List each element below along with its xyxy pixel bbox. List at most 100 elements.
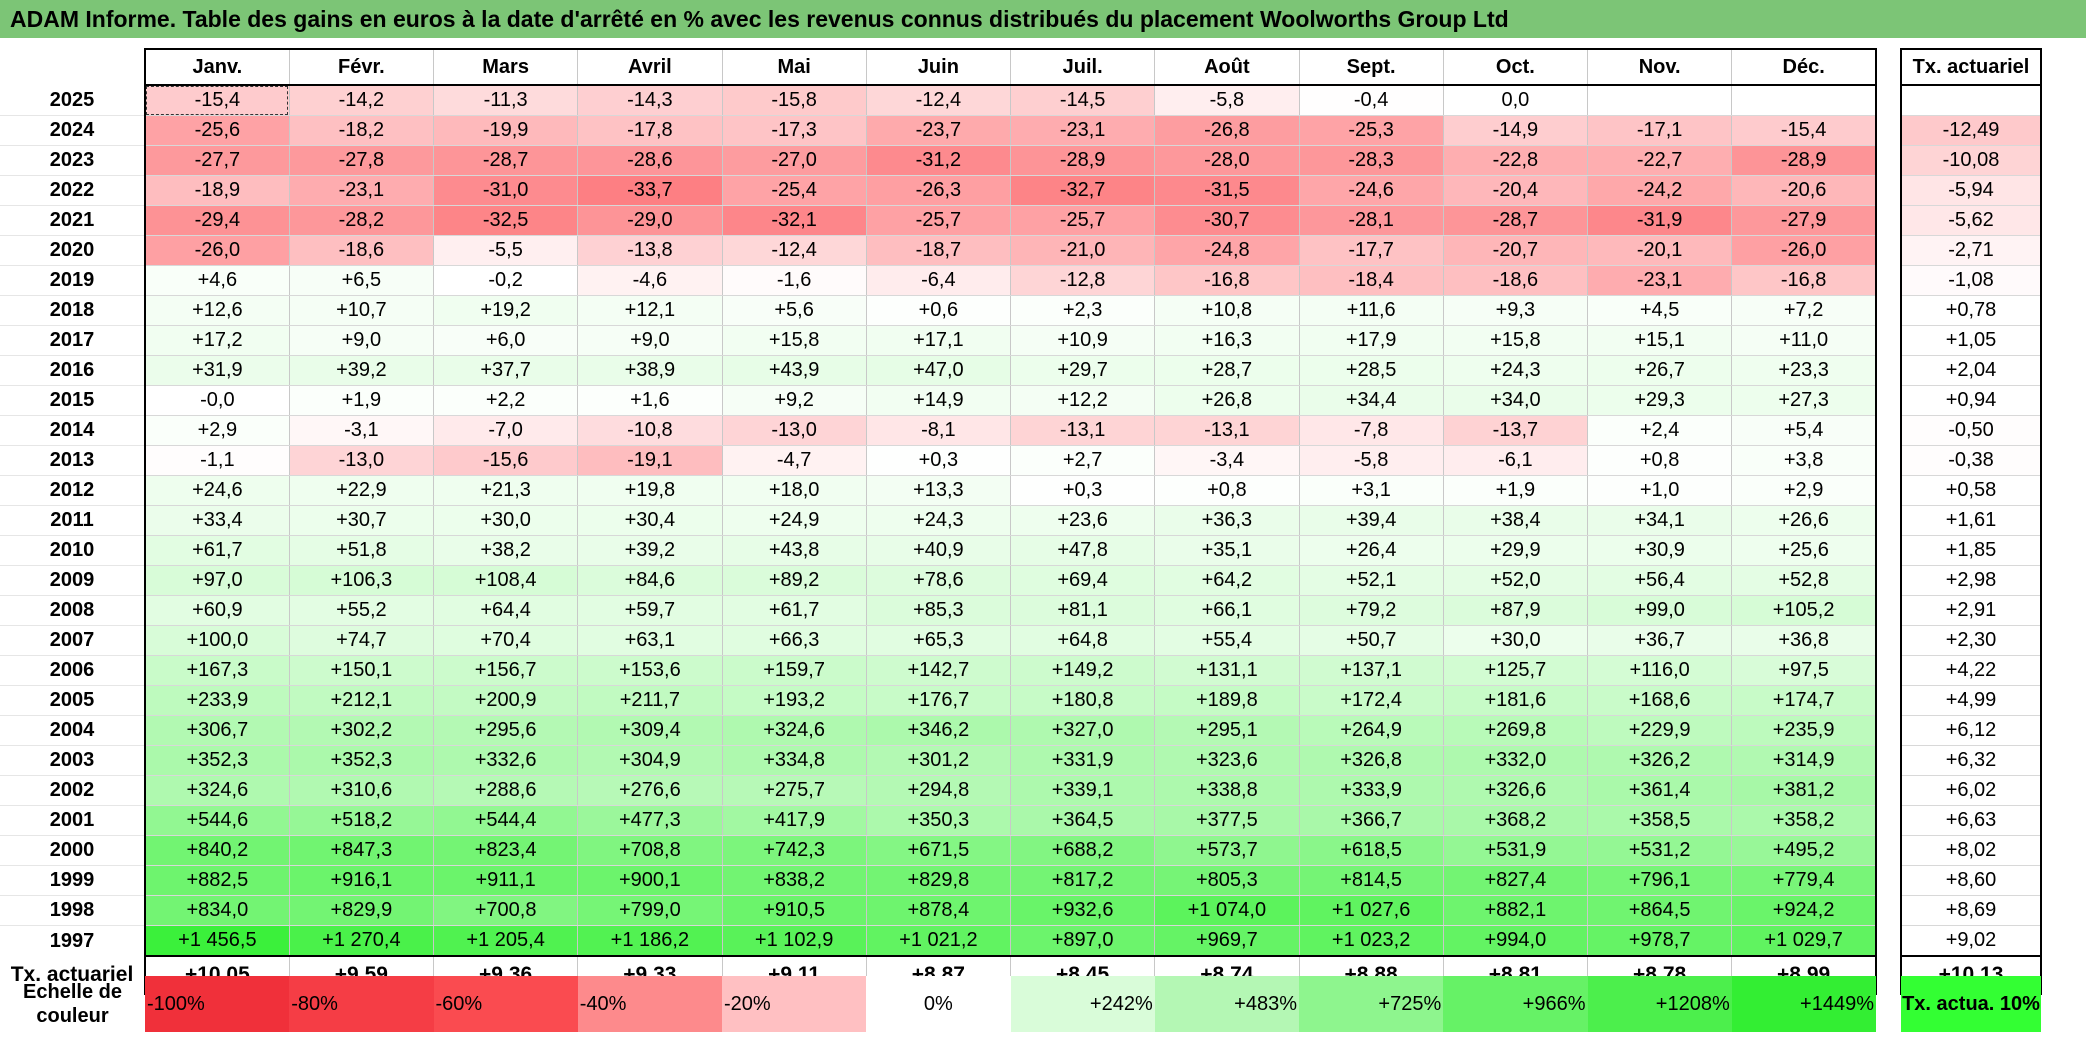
- year-label: 2016: [0, 355, 146, 386]
- heat-cell: +301,2: [866, 745, 1012, 776]
- heat-cell: +6,5: [289, 265, 435, 296]
- heat-cell: -26,8: [1154, 115, 1300, 146]
- heat-cell: -20,6: [1731, 175, 1878, 206]
- heat-cell: +304,9: [577, 745, 723, 776]
- heat-cell: +40,9: [866, 535, 1012, 566]
- table-row: 2016 +31,9 +39,2 +37,7 +38,9 +43,9 +47,0 +29,7 +…: [0, 355, 2042, 386]
- heat-cell: +15,8: [722, 325, 867, 356]
- heat-cell: +30,9: [1587, 535, 1733, 566]
- table-row: 2020 -26,0 -18,6 -5,5 -13,8 -12,4 -18,7 -21,0 -2…: [0, 235, 2042, 266]
- year-label: 2000: [0, 835, 146, 866]
- heat-cell: +55,4: [1154, 625, 1300, 656]
- heat-cell: +30,4: [577, 505, 723, 536]
- heat-cell: +1 205,4: [433, 925, 579, 957]
- heat-cell: -12,8: [1010, 265, 1156, 296]
- heat-cell: -28,3: [1299, 145, 1444, 176]
- heat-cell: -24,6: [1299, 175, 1444, 206]
- table-row: 2019 +4,6 +6,5 -0,2 -4,6 -1,6 -6,4 -12,8 -16,8 -1…: [0, 265, 2042, 296]
- table-row: 2000 +840,2 +847,3 +823,4 +708,8 +742,3 +671,5…: [0, 835, 2042, 866]
- heat-cell: +0,8: [1154, 475, 1300, 506]
- heat-cell: -12,4: [722, 235, 867, 266]
- heat-cell: +829,8: [866, 865, 1012, 896]
- heat-cell: -18,9: [145, 175, 290, 206]
- table-row: 2010 +61,7 +51,8 +38,2 +39,2 +43,8 +40,9 +47,8 +…: [0, 535, 2042, 566]
- heat-cell: +74,7: [289, 625, 435, 656]
- annual-rate-cell: +8,60: [1900, 865, 2042, 896]
- heat-cell: +331,9: [1010, 745, 1156, 776]
- heat-cell: -17,1: [1587, 115, 1733, 146]
- heat-cell: +0,3: [1010, 475, 1156, 506]
- heat-cell: +897,0: [1010, 925, 1156, 957]
- heat-cell: +64,4: [433, 595, 579, 626]
- year-label: 2023: [0, 145, 146, 176]
- heat-cell: +358,5: [1587, 805, 1733, 836]
- heat-cell: +377,5: [1154, 805, 1300, 836]
- year-label: 2002: [0, 775, 146, 806]
- annual-rate-cell: +8,02: [1900, 835, 2042, 866]
- heat-cell: -14,3: [577, 85, 723, 116]
- heat-cell: +181,6: [1443, 685, 1589, 716]
- heat-cell: -25,6: [145, 115, 290, 146]
- heat-cell: +21,3: [433, 475, 579, 506]
- heatmap-table: Janv. Févr. Mars Avril Mai Juin Juil. Août Sept.…: [0, 48, 2042, 995]
- heat-cell: +174,7: [1731, 685, 1878, 716]
- year-label: 2015: [0, 385, 146, 416]
- color-scale-stop: -100%: [145, 976, 290, 1032]
- heat-cell: +43,8: [722, 535, 867, 566]
- heat-cell: -23,1: [289, 175, 435, 206]
- heat-cell: +34,1: [1587, 505, 1733, 536]
- color-scale-stop: +725%: [1299, 976, 1444, 1032]
- heat-cell: +22,9: [289, 475, 435, 506]
- heat-cell: +23,6: [1010, 505, 1156, 536]
- heat-cell: +28,7: [1154, 355, 1300, 386]
- annual-rate-cell: +0,58: [1900, 475, 2042, 506]
- heat-cell: +799,0: [577, 895, 723, 926]
- heat-cell: +6,0: [433, 325, 579, 356]
- heat-cell: -28,2: [289, 205, 435, 236]
- year-label: 2024: [0, 115, 146, 146]
- column-gap: [1876, 295, 1901, 326]
- annual-header: Tx. actuariel: [1900, 48, 2042, 86]
- table-row: 2017 +17,2 +9,0 +6,0 +9,0 +15,8 +17,1 +10,9 +16,…: [0, 325, 2042, 356]
- heat-cell: +150,1: [289, 655, 435, 686]
- heat-cell: -28,0: [1154, 145, 1300, 176]
- heat-cell: -0,4: [1299, 85, 1444, 116]
- heat-cell: -1,6: [722, 265, 867, 296]
- heat-cell: +779,4: [1731, 865, 1878, 896]
- heat-cell: -14,2: [289, 85, 435, 116]
- heat-cell: -3,1: [289, 415, 435, 446]
- color-scale-stop: +483%: [1154, 976, 1299, 1032]
- heat-cell: -31,5: [1154, 175, 1300, 206]
- heat-cell: +1 186,2: [577, 925, 723, 957]
- heat-cell: -17,7: [1299, 235, 1444, 266]
- heat-cell: +97,0: [145, 565, 290, 596]
- heat-cell: +911,1: [433, 865, 579, 896]
- heat-cell: +25,6: [1731, 535, 1878, 566]
- heat-cell: +142,7: [866, 655, 1012, 686]
- year-label: 2010: [0, 535, 146, 566]
- heat-cell: +817,2: [1010, 865, 1156, 896]
- heat-cell: +847,3: [289, 835, 435, 866]
- heat-cell: +544,4: [433, 805, 579, 836]
- heat-cell: +700,8: [433, 895, 579, 926]
- month-header: Oct.: [1443, 48, 1589, 86]
- heat-cell: +1 102,9: [722, 925, 867, 957]
- year-label: 2003: [0, 745, 146, 776]
- heat-cell: +11,6: [1299, 295, 1444, 326]
- heat-cell: +167,3: [145, 655, 290, 686]
- heat-cell: +52,1: [1299, 565, 1444, 596]
- heat-cell: -18,2: [289, 115, 435, 146]
- heat-cell: -19,9: [433, 115, 579, 146]
- year-label: 2011: [0, 505, 146, 536]
- year-label: 2018: [0, 295, 146, 326]
- table-row: 2018 +12,6 +10,7 +19,2 +12,1 +5,6 +0,6 +2,3 +10,…: [0, 295, 2042, 326]
- color-scale-stop: -80%: [289, 976, 434, 1032]
- heat-cell: +36,7: [1587, 625, 1733, 656]
- color-scale-stop: -20%: [722, 976, 867, 1032]
- annual-rate-cell: +8,69: [1900, 895, 2042, 926]
- year-label: 2019: [0, 265, 146, 296]
- year-label: 2005: [0, 685, 146, 716]
- annual-rate-cell: +2,98: [1900, 565, 2042, 596]
- heat-cell: -25,4: [722, 175, 867, 206]
- heat-cell: -4,6: [577, 265, 723, 296]
